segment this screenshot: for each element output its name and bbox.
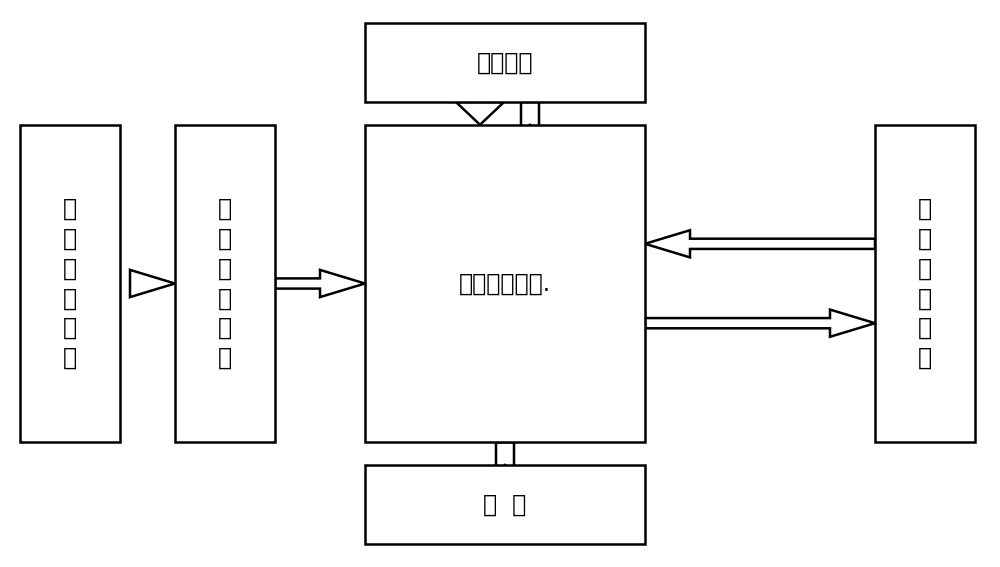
Bar <box>175 125 275 442</box>
Polygon shape <box>456 102 504 125</box>
Text: 信
号
转
换
模
块: 信 号 转 换 模 块 <box>218 197 232 370</box>
Polygon shape <box>645 310 875 337</box>
Polygon shape <box>275 270 365 297</box>
Text: 存储装置: 存储装置 <box>477 50 533 74</box>
Bar <box>20 125 120 442</box>
Polygon shape <box>481 442 529 488</box>
Text: 电  源: 电 源 <box>483 493 527 517</box>
Text: 中央处理模块.: 中央处理模块. <box>459 272 551 295</box>
Bar <box>365 125 645 442</box>
Text: 显
示
控
制
装
置: 显 示 控 制 装 置 <box>918 197 932 370</box>
Text: 油
量
表
信
号
线: 油 量 表 信 号 线 <box>63 197 77 370</box>
Bar <box>365 23 645 102</box>
Polygon shape <box>645 230 875 257</box>
Polygon shape <box>130 270 175 297</box>
Polygon shape <box>506 102 554 147</box>
Bar <box>365 465 645 544</box>
Bar <box>875 125 975 442</box>
